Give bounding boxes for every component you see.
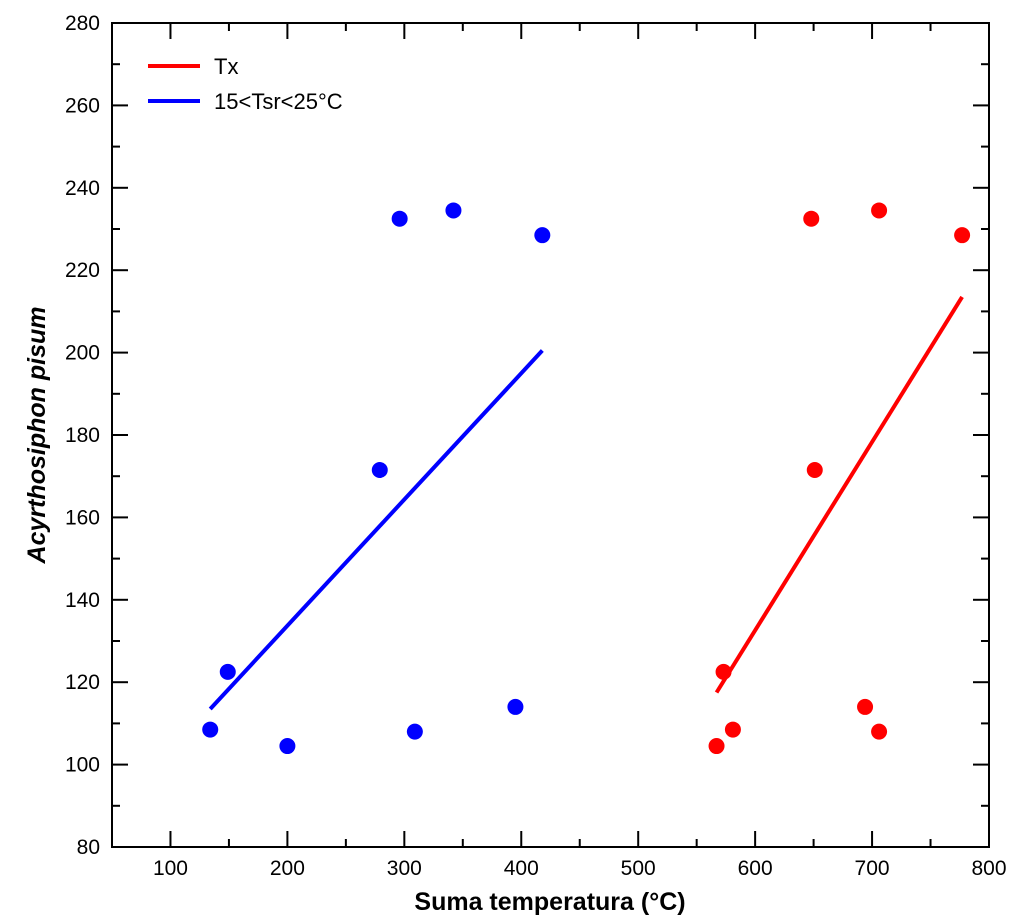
legend-label-tsr: 15<Tsr<25°C — [214, 89, 343, 114]
y-tick-label: 100 — [65, 754, 100, 777]
legend: Tx 15<Tsr<25°C — [148, 54, 343, 114]
x-tick-label: 300 — [387, 857, 422, 880]
plot-frame — [111, 22, 990, 848]
data-point-series-0 — [715, 663, 732, 680]
regression-lines — [208, 295, 964, 711]
x-tick-label: 200 — [270, 857, 305, 880]
axis-ticks — [111, 22, 990, 848]
x-tick-label: 700 — [855, 857, 890, 880]
data-point-series-0 — [954, 227, 971, 244]
data-point-series-1 — [219, 663, 236, 680]
y-tick-label: 260 — [65, 94, 100, 117]
data-point-series-0 — [724, 721, 741, 738]
x-tick-label: 100 — [153, 857, 188, 880]
x-tick-label: 800 — [971, 857, 1006, 880]
data-point-series-0 — [857, 698, 874, 715]
fit-line-series-1 — [208, 349, 544, 711]
fit-line-series-0 — [714, 295, 964, 694]
y-tick-label: 240 — [65, 177, 100, 200]
data-point-series-0 — [708, 738, 725, 755]
y-tick-label: 220 — [65, 259, 100, 282]
data-point-series-0 — [803, 210, 820, 227]
y-tick-label: 140 — [65, 589, 100, 612]
data-point-series-0 — [871, 202, 888, 219]
x-tick-label: 500 — [621, 857, 656, 880]
data-point-series-0 — [871, 723, 888, 740]
data-point-series-1 — [391, 210, 408, 227]
y-tick-label: 160 — [65, 506, 100, 529]
data-point-series-0 — [806, 462, 823, 479]
axis-tick-labels: 100 200 300 400 500 600 700 800 80 100 120 140 160 18… — [65, 12, 1007, 880]
data-point-series-1 — [406, 723, 423, 740]
y-tick-label: 280 — [65, 12, 100, 35]
data-point-series-1 — [202, 721, 219, 738]
data-point-series-1 — [279, 738, 296, 755]
x-tick-label: 400 — [504, 857, 539, 880]
y-tick-label: 200 — [65, 342, 100, 365]
y-tick-label: 180 — [65, 424, 100, 447]
data-point-series-1 — [534, 227, 551, 244]
x-tick-label: 600 — [738, 857, 773, 880]
legend-label-tx: Tx — [214, 54, 238, 79]
data-points — [202, 202, 971, 755]
data-point-series-1 — [507, 698, 524, 715]
y-tick-label: 120 — [65, 671, 100, 694]
data-point-series-1 — [445, 202, 462, 219]
x-axis-title: Suma temperatura (°C) — [414, 888, 685, 916]
y-tick-label: 80 — [77, 836, 100, 859]
y-axis-title: Acyrthosiphon pisum — [23, 307, 51, 565]
data-point-series-1 — [371, 462, 388, 479]
